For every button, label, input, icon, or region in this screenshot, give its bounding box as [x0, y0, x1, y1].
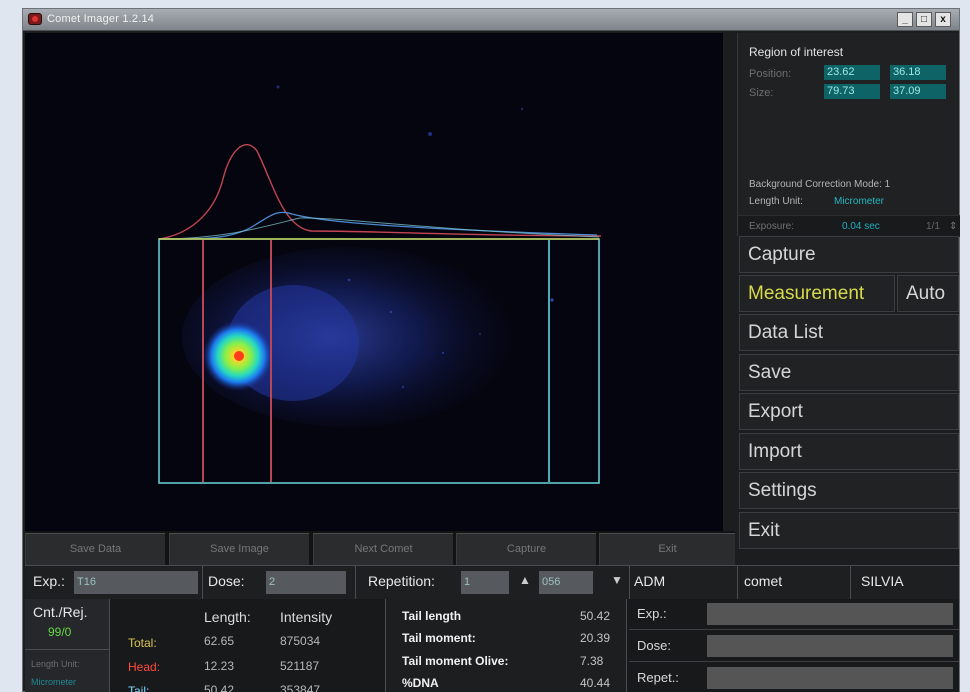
close-button[interactable]: x — [935, 12, 951, 27]
meta-exp-field[interactable] — [707, 603, 953, 625]
exp-input[interactable]: T16 — [74, 571, 198, 594]
percent-dna-value: 40.44 — [580, 676, 611, 690]
position-x-field[interactable]: 23.62 — [824, 65, 880, 80]
meta-repet-label: Repet.: — [637, 670, 679, 685]
exposure-label: Exposure: — [749, 221, 795, 232]
size-height-field[interactable]: 37.09 — [890, 84, 946, 99]
counter-up-icon[interactable]: ▲ — [519, 573, 531, 587]
statistics-panel: Cnt./Rej. 99/0 Length Unit: Micrometer L… — [25, 599, 959, 692]
tail-moment-label: Tail moment: — [402, 631, 476, 645]
meta-dose-field[interactable] — [707, 635, 953, 657]
save-image-button[interactable]: Save Image — [169, 533, 309, 565]
tail-intensity-profile — [158, 211, 598, 240]
count-reject-title: Cnt./Rej. — [33, 604, 88, 620]
head-intensity-value: 521187 — [280, 659, 320, 673]
experiment-info-bar: Exp.: T16 Dose: 2 Repetition: 1 ▲ 056 ▼ … — [25, 565, 959, 600]
position-label: Position: — [749, 68, 792, 80]
exit-button[interactable]: Exit — [599, 533, 735, 565]
roi-panel: Region of interest Position: 23.62 36.18… — [737, 33, 960, 237]
maximize-button[interactable]: □ — [916, 12, 932, 27]
tail-moment-olive-value: 7.38 — [580, 654, 604, 668]
meta-dose-row: Dose: — [629, 631, 959, 662]
adm-label: ADM — [634, 573, 666, 589]
title-bar: Comet Imager 1.2.14 _ □ x — [23, 9, 959, 31]
app-logo-icon — [28, 13, 42, 25]
head-intensity-profile — [158, 144, 602, 240]
size-label: Size: — [749, 87, 774, 99]
counter-down-icon[interactable]: ▼ — [611, 573, 623, 587]
roi-title: Region of interest — [749, 45, 844, 59]
comet-label: comet — [744, 573, 783, 589]
tail-label: Tail: — [128, 684, 150, 692]
meta-exp-label: Exp.: — [637, 606, 667, 621]
length-unit-value: Micrometer — [834, 196, 885, 207]
import-menu-button[interactable]: Import — [739, 433, 959, 470]
comet-image-viewer[interactable] — [25, 33, 723, 531]
meta-repet-field[interactable] — [707, 667, 953, 689]
capture-button[interactable]: Capture — [456, 533, 596, 565]
save-menu-button[interactable]: Save — [739, 354, 959, 391]
tail-moment-value: 20.39 — [580, 631, 611, 645]
total-label: Total: — [128, 636, 157, 650]
meta-dose-label: Dose: — [637, 638, 671, 653]
measurement-menu-button[interactable]: Measurement — [739, 275, 895, 312]
length-unit-label: Length Unit: — [749, 196, 803, 207]
head-length-value: 12.23 — [204, 659, 235, 673]
count-reject-value: 99/0 — [48, 625, 72, 639]
position-y-field[interactable]: 36.18 — [890, 65, 946, 80]
capture-menu-button[interactable]: Capture — [739, 236, 959, 273]
background-correction-mode: Background Correction Mode: 1 — [749, 179, 891, 190]
percent-dna-label: %DNA — [402, 676, 439, 690]
metadata-panel: Exp.: Dose: Repet.: — [629, 599, 959, 692]
tail-length-value: 50.42 — [580, 609, 611, 623]
auto-button[interactable]: Auto — [897, 275, 959, 312]
count-reject-box: Cnt./Rej. 99/0 Length Unit: Micrometer — [25, 599, 110, 692]
dose-input[interactable]: 2 — [266, 571, 346, 594]
silvia-label: SILVIA — [861, 573, 904, 589]
tail-statistics: Tail length 50.42 Tail moment: 20.39 Tai… — [385, 599, 627, 692]
total-length-value: 62.65 — [204, 634, 235, 648]
tail-length-label: Tail length — [402, 609, 462, 623]
exposure-fraction[interactable]: 1/1 — [926, 221, 940, 232]
comet-imager-window: Comet Imager 1.2.14 _ □ x — [22, 8, 960, 692]
exposure-value[interactable]: 0.04 sec — [842, 221, 880, 232]
tail-moment-olive-label: Tail moment Olive: — [402, 654, 509, 668]
tail-length-value: 50.42 — [204, 683, 235, 692]
counter-input[interactable]: 056 — [539, 571, 593, 594]
total-intensity-value: 875034 — [280, 634, 321, 648]
meta-repet-row: Repet.: — [629, 663, 959, 692]
repetition-label: Repetition: — [368, 573, 435, 589]
data-list-menu-button[interactable]: Data List — [739, 314, 959, 351]
head-label: Head: — [128, 660, 161, 674]
exposure-row: Exposure: 0.04 sec 1/1 ⇕ — [738, 215, 960, 237]
length-column-header: Length: — [204, 609, 251, 625]
length-unit-value-bottom: Micrometer — [31, 677, 77, 687]
dose-label: Dose: — [208, 573, 245, 589]
tail-intensity-value: 353847 — [280, 683, 321, 692]
window-title: Comet Imager 1.2.14 — [47, 13, 155, 25]
comet-visualization — [25, 33, 723, 531]
export-menu-button[interactable]: Export — [739, 393, 959, 430]
intensity-column-header: Intensity — [280, 609, 333, 625]
save-data-button[interactable]: Save Data — [25, 533, 165, 565]
next-comet-button[interactable]: Next Comet — [313, 533, 453, 565]
exp-label: Exp.: — [33, 573, 65, 589]
exposure-spinner-icon[interactable]: ⇕ — [949, 221, 958, 232]
length-unit-caption: Length Unit: — [31, 659, 80, 669]
exit-menu-button[interactable]: Exit — [739, 512, 959, 549]
settings-menu-button[interactable]: Settings — [739, 472, 959, 509]
size-width-field[interactable]: 79.73 — [824, 84, 880, 99]
meta-exp-row: Exp.: — [629, 599, 959, 630]
minimize-button[interactable]: _ — [897, 12, 913, 27]
viewer-action-bar: Save Data Save Image Next Comet Capture … — [25, 531, 735, 565]
repetition-input[interactable]: 1 — [461, 571, 509, 594]
